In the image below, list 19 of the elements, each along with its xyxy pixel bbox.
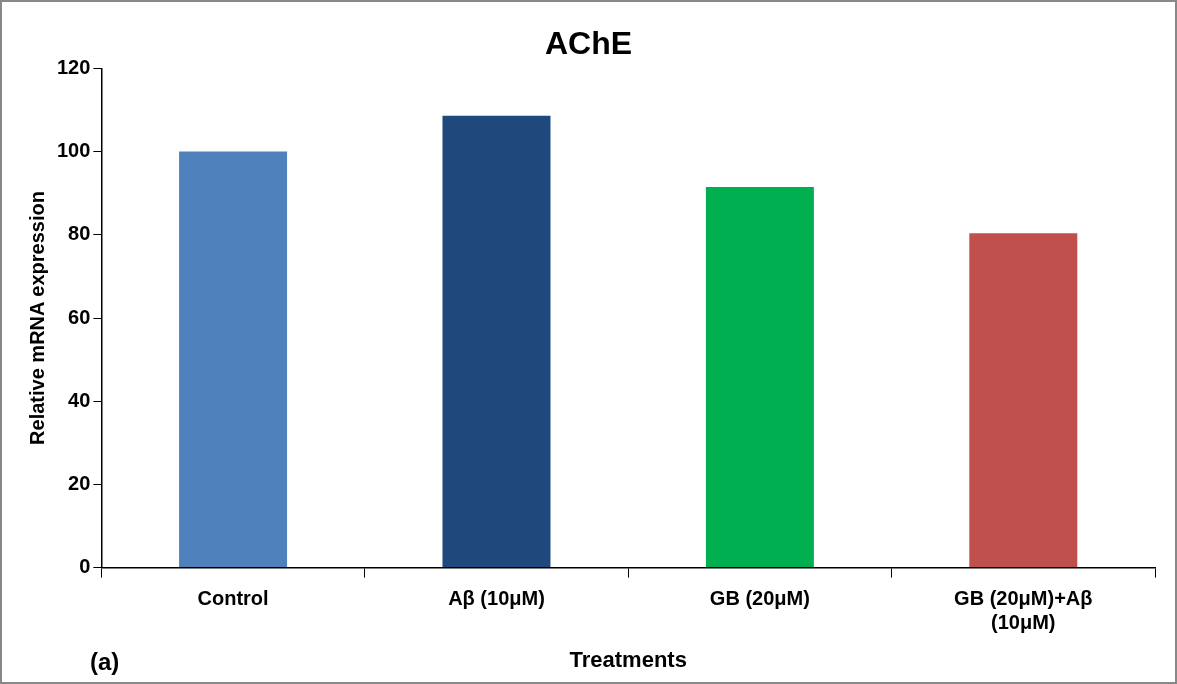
bar — [442, 115, 551, 568]
x-tick-label: GB (20μM) — [709, 587, 810, 610]
x-tick-label: GB (20μM)+Aβ (10μM) — [954, 587, 1093, 634]
bar — [179, 151, 288, 568]
bar — [705, 186, 814, 568]
x-tick-label: Control — [197, 587, 269, 610]
x-tick-label: Aβ (10μM) — [448, 587, 545, 610]
y-tick-label: 40 — [68, 388, 91, 411]
text: (a) — [90, 648, 120, 675]
y-tick-label: 0 — [79, 555, 91, 578]
y-tick-label: 60 — [68, 305, 91, 328]
chart-title: AChE — [544, 25, 633, 62]
x-axis-title: Treatments — [569, 646, 687, 672]
y-tick-label: 20 — [68, 471, 91, 494]
y-tick-label: 80 — [68, 222, 91, 245]
bar — [969, 233, 1078, 568]
y-axis-title: Relative mRNA expression — [25, 191, 48, 445]
y-tick-label: 100 — [56, 139, 91, 162]
y-tick-label: 120 — [56, 55, 91, 78]
